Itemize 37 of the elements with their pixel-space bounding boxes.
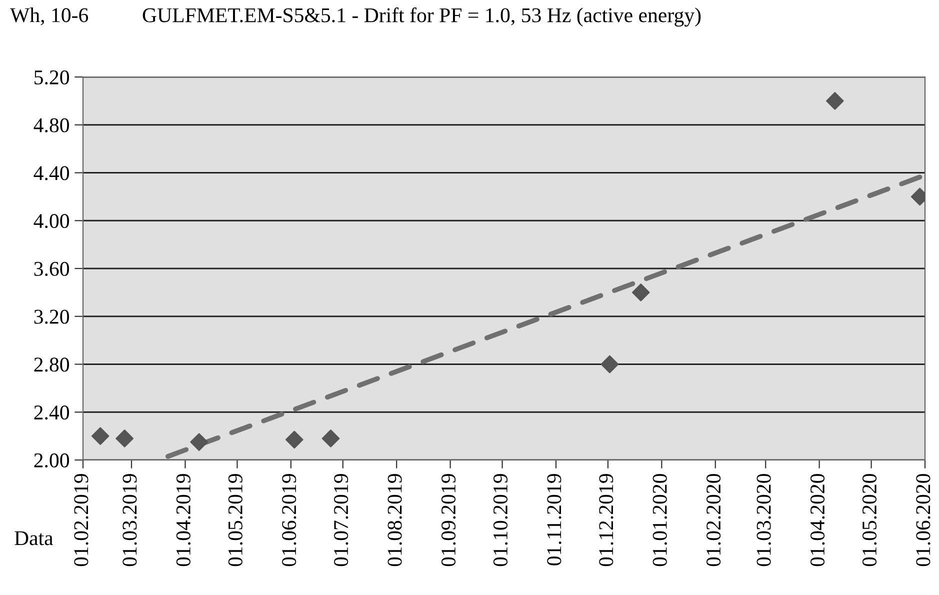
x-tick-label: 01.06.2020 (916, 474, 930, 566)
point (285, 430, 304, 449)
x-tick-label: 01.01.2020 (652, 474, 667, 566)
x-tick-label: 01.06.2019 (282, 474, 296, 566)
x-tick-label: 01.10.2019 (493, 474, 508, 566)
x-tick-label: 01.07.2019 (334, 474, 348, 566)
y-tick-label: 2.40 (34, 406, 70, 420)
y-tick-label: 2.00 (34, 453, 70, 468)
x-tick-label: 01.11.2019 (547, 474, 562, 566)
x-axis-title: Data (14, 531, 54, 546)
point (600, 355, 619, 374)
chart-title: GULFMET.EM-S5&5.1 - Drift for PF = 1.0, 53 Hz (active energy) (142, 7, 701, 27)
y-tick-label: 3.20 (34, 310, 70, 324)
x-tick-label: 01.02.2020 (706, 474, 721, 566)
x-tick-label: 01.03.2019 (122, 474, 137, 566)
x-tick-label: 01.09.2019 (441, 474, 456, 566)
x-tick-label: 01.08.2019 (388, 474, 402, 566)
x-tick-label: 01.04.2020 (810, 474, 825, 566)
point (190, 433, 208, 451)
x-tick-label: 01.02.2019 (74, 474, 88, 566)
y-axis-title: Wh, 10-6 (10, 8, 88, 26)
y-tick-label: 4.00 (34, 214, 70, 228)
x-tick-label: 01.05.2019 (228, 474, 242, 566)
y-tick-label: 2.80 (34, 358, 70, 372)
point (91, 427, 110, 445)
y-tick-label: 5.20 (34, 70, 70, 85)
y-tick-label: 4.40 (34, 166, 70, 180)
x-tick-label: 01.03.2020 (756, 474, 771, 566)
point (116, 430, 134, 448)
x-tick-label: 01.04.2019 (176, 474, 191, 566)
x-tick-label: 01.05.2020 (862, 474, 877, 566)
point (826, 92, 844, 110)
x-tick-label: 01.12.2019 (599, 474, 614, 566)
y-tick-label: 4.80 (34, 118, 70, 132)
point (322, 430, 340, 448)
point (632, 284, 650, 302)
y-tick-label: 3.60 (34, 262, 70, 276)
